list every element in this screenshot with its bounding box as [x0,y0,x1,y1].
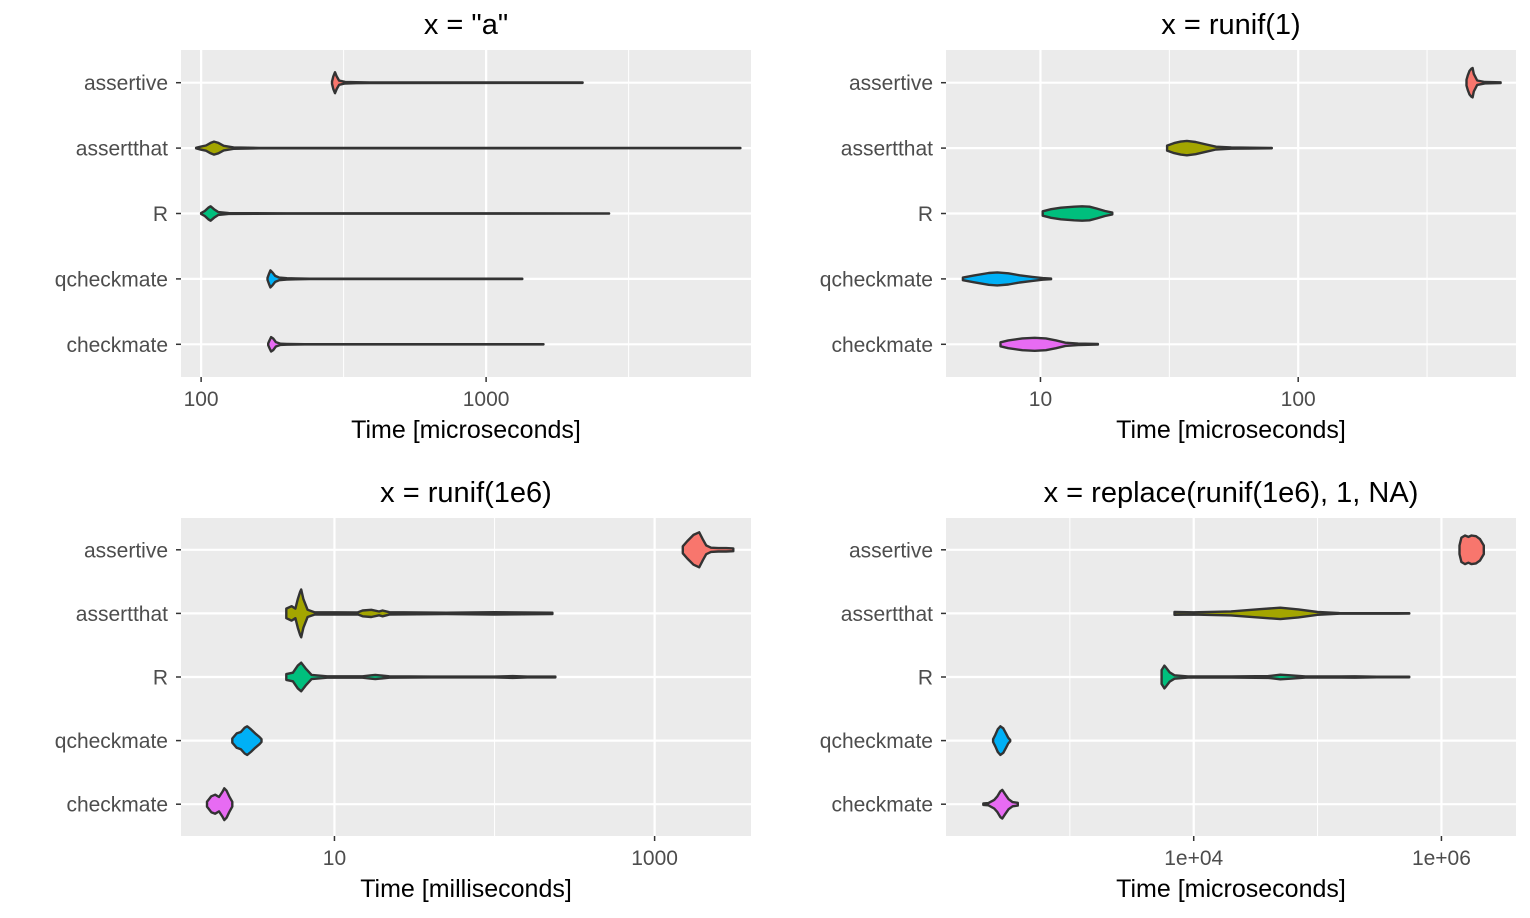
y-tick-label: checkmate [831,334,933,357]
violin-qcheckmate [961,271,1053,287]
x-tick-label: 100 [1281,388,1316,411]
y-tick-label: R [153,203,168,226]
violin-qcheckmate [266,269,524,289]
violin-assertive [1458,534,1485,566]
y-tick-label: R [918,667,933,690]
x-axis-label: Time [microseconds] [351,416,581,444]
y-tick-label: assertive [84,539,168,562]
y-tick-label: R [153,667,168,690]
violin-R [1160,664,1411,690]
panel-title: x = runif(1) [1161,9,1300,41]
violin-assertive [1465,66,1502,99]
x-tick-label: 1000 [631,847,678,870]
x-axis-label: Time [milliseconds] [360,875,572,903]
y-tick-label: assertthat [841,603,933,626]
y-tick-label: checkmate [831,794,933,817]
violin-checkmate [999,336,1100,352]
y-tick-label: assertthat [76,603,168,626]
violin-assertthat [285,588,554,639]
violin-assertthat [1173,606,1411,621]
y-tick-label: assertive [849,539,933,562]
y-tick-label: qcheckmate [55,730,168,753]
y-tick-label: qcheckmate [820,730,933,753]
y-tick-label: assertthat [841,138,933,161]
y-tick-label: checkmate [66,794,168,817]
violin-assertive [330,71,584,95]
violin-assertthat [1165,139,1273,157]
y-tick-label: assertive [84,72,168,95]
x-tick-label: 10 [323,847,346,870]
x-tick-label: 10 [1029,388,1052,411]
x-tick-label: 100 [184,388,219,411]
violin-qcheckmate [231,725,263,757]
violin-assertive [681,531,735,569]
violin-R [1041,205,1114,222]
panel-title: x = runif(1e6) [380,477,552,509]
violin-assertthat [194,140,742,156]
x-tick-label: 1000 [463,388,510,411]
x-axis-label: Time [microseconds] [1116,416,1346,444]
y-tick-label: qcheckmate [820,268,933,291]
y-tick-label: checkmate [66,334,168,357]
panel-title: x = "a" [424,9,508,41]
violin-checkmate [267,335,545,353]
violin-checkmate [982,788,1019,820]
panel-title: x = replace(runif(1e6), 1, NA) [1044,477,1419,509]
violin-qcheckmate [991,725,1012,757]
y-tick-label: assertthat [76,138,168,161]
violin-R [199,205,611,222]
y-tick-label: assertive [849,72,933,95]
y-tick-label: qcheckmate [55,268,168,291]
y-tick-label: R [918,203,933,226]
x-axis-label: Time [microseconds] [1116,875,1346,903]
violin-checkmate [205,787,234,822]
x-tick-label: 1e+04 [1164,847,1223,870]
x-tick-label: 1e+06 [1412,847,1471,870]
violin-R [285,661,557,693]
